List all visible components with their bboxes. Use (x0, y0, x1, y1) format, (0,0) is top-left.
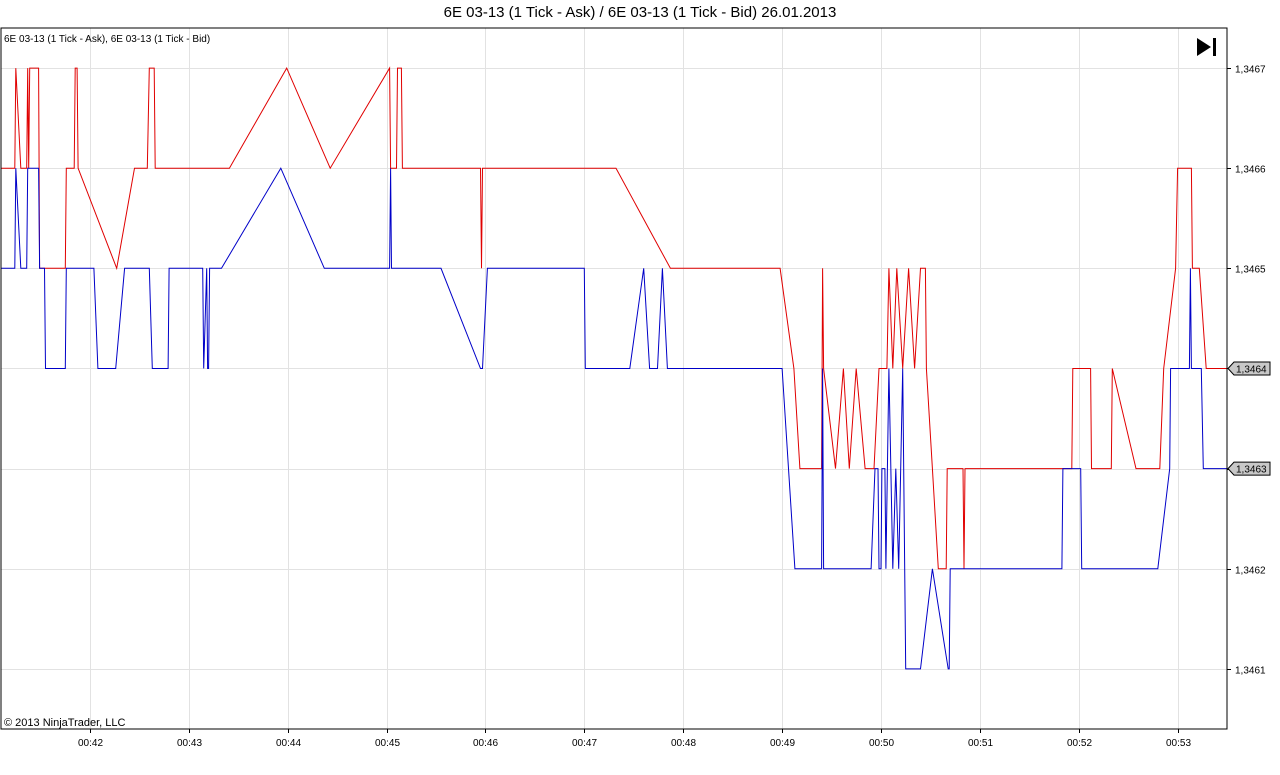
copyright-text: © 2013 NinjaTrader, LLC (4, 717, 125, 729)
x-tick-label: 00:50 (869, 738, 894, 749)
skip-to-end-icon[interactable] (1193, 35, 1219, 59)
series-line-bid (1, 167, 1227, 670)
last-value-badge-bid: 1,3463 (1227, 461, 1271, 476)
x-tick-label: 00:51 (968, 738, 993, 749)
x-tick-label: 00:53 (1166, 738, 1191, 749)
legend-label: 6E 03-13 (1 Tick - Ask), 6E 03-13 (1 Tic… (4, 34, 210, 45)
last-value-label: 1,3463 (1236, 465, 1267, 476)
gridlines (1, 28, 1227, 729)
y-tick-label: 1,3462 (1235, 566, 1266, 577)
last-value-label: 1,3464 (1236, 364, 1267, 375)
series-lines (1, 66, 1227, 670)
y-tick-label: 1,3467 (1235, 65, 1266, 76)
x-tick-label: 00:48 (671, 738, 696, 749)
x-tick-label: 00:49 (770, 738, 795, 749)
last-value-badge-ask: 1,3464 (1227, 361, 1271, 376)
x-tick-label: 00:46 (473, 738, 498, 749)
x-tick-label: 00:52 (1067, 738, 1092, 749)
series-line-ask (1, 66, 1227, 570)
plot-frame (0, 27, 1228, 730)
x-tick-label: 00:47 (572, 738, 597, 749)
x-axis: 00:42 00:43 00:44 00:45 00:46 00:47 00:48 00:49… (78, 729, 1191, 749)
y-tick-label: 1,3465 (1235, 265, 1266, 276)
chart-title: 6E 03-13 (1 Tick - Ask) / 6E 03-13 (1 Ti… (443, 4, 837, 21)
x-tick-label: 00:44 (276, 738, 301, 749)
y-tick-label: 1,3461 (1235, 666, 1266, 677)
last-value-badges: 1,3464 1,3463 (1227, 361, 1271, 476)
x-tick-label: 00:45 (375, 738, 400, 749)
x-tick-label: 00:42 (78, 738, 103, 749)
y-tick-label: 1,3466 (1235, 165, 1266, 176)
x-tick-label: 00:43 (177, 738, 202, 749)
